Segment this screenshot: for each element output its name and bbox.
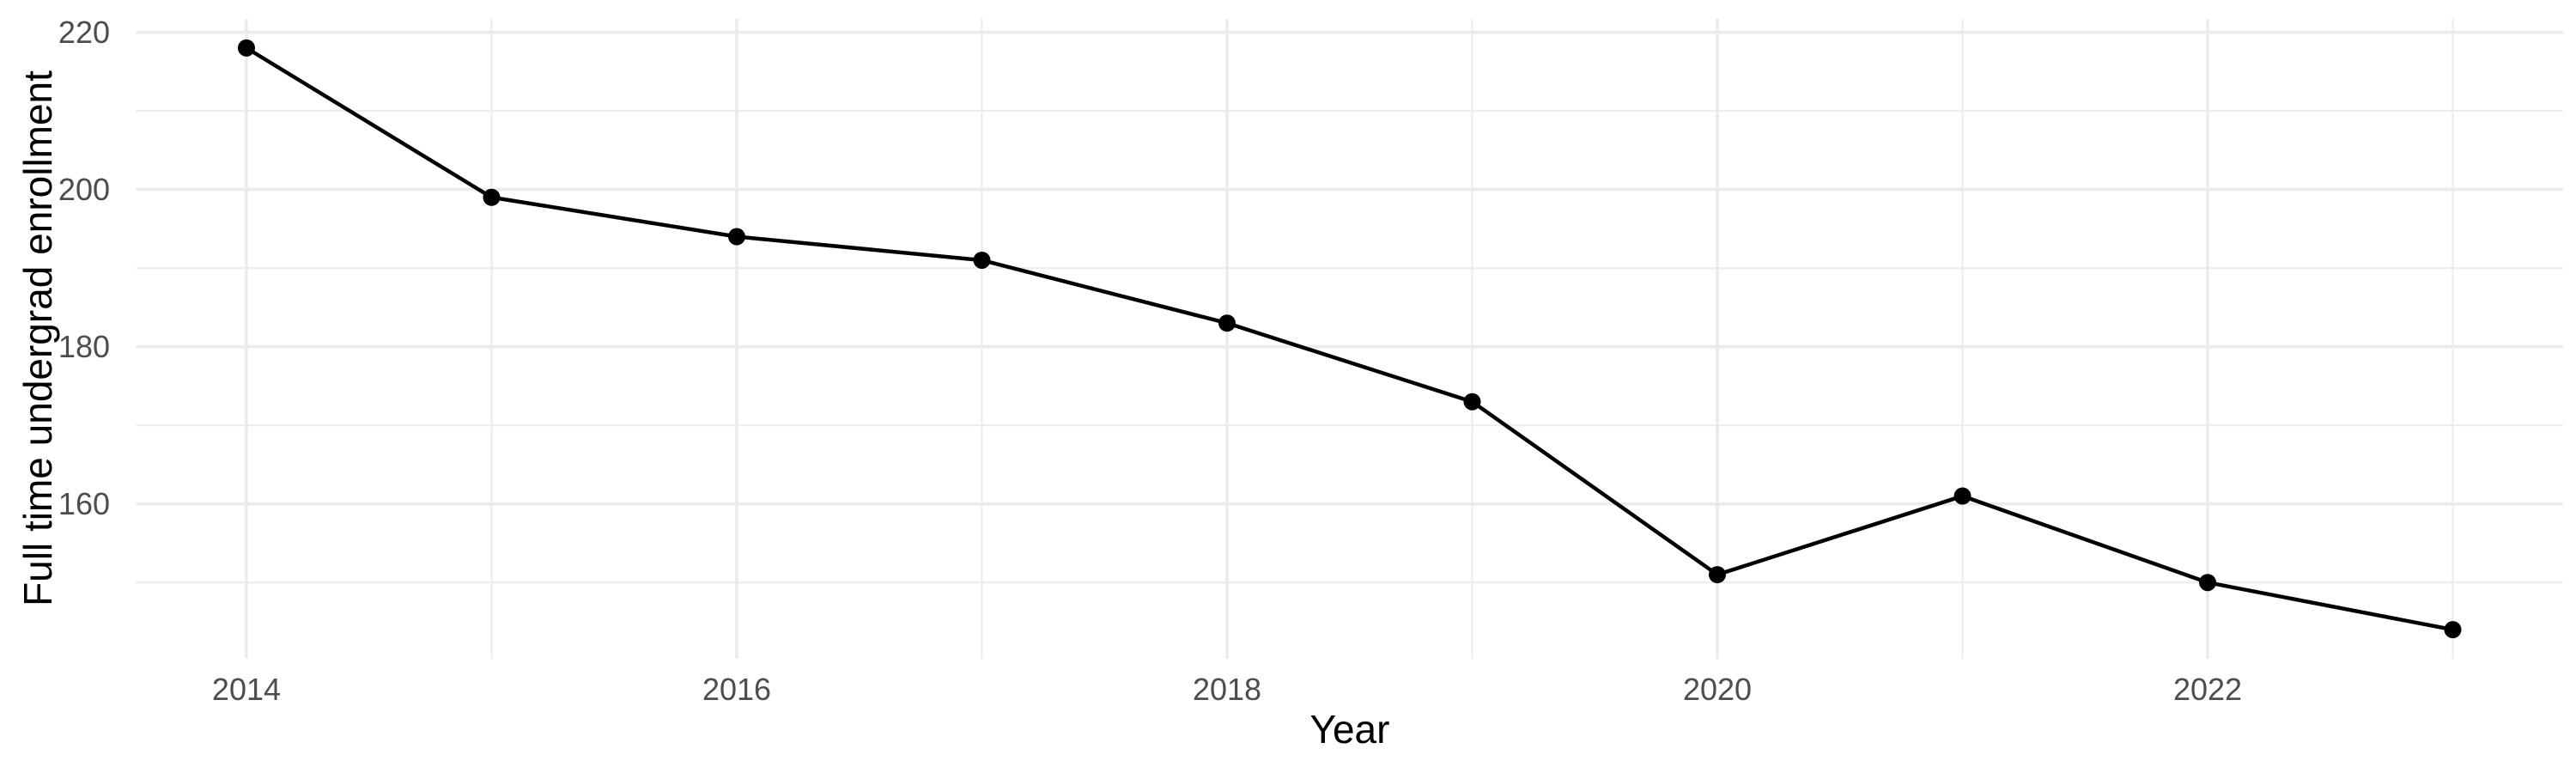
y-tick-label-160: 160 xyxy=(58,485,110,521)
x-tick-label-2020: 2020 xyxy=(1682,672,1753,707)
data-point-2016 xyxy=(727,228,745,246)
y-tick-label-180: 180 xyxy=(58,328,110,364)
x-tick-label-2022: 2022 xyxy=(2172,672,2243,707)
data-point-2019 xyxy=(1463,393,1481,411)
x-tick-label-2014: 2014 xyxy=(211,672,282,707)
x-tick-label-2018: 2018 xyxy=(1192,672,1262,707)
x-tick-label-2016: 2016 xyxy=(702,672,772,707)
data-point-2018 xyxy=(1218,314,1236,332)
y-tick-label-220: 220 xyxy=(58,14,110,50)
data-point-2021 xyxy=(1953,487,1971,505)
data-point-2022 xyxy=(2199,574,2217,592)
y-tick-label-200: 200 xyxy=(58,171,110,207)
data-point-2023 xyxy=(2444,621,2462,639)
data-point-2020 xyxy=(1709,566,1727,584)
x-axis-title: Year xyxy=(1309,707,1390,752)
enrollment-trend-line xyxy=(244,46,2455,632)
data-point-2017 xyxy=(973,251,991,269)
data-point-2015 xyxy=(483,188,501,206)
data-point-2014 xyxy=(237,39,255,57)
